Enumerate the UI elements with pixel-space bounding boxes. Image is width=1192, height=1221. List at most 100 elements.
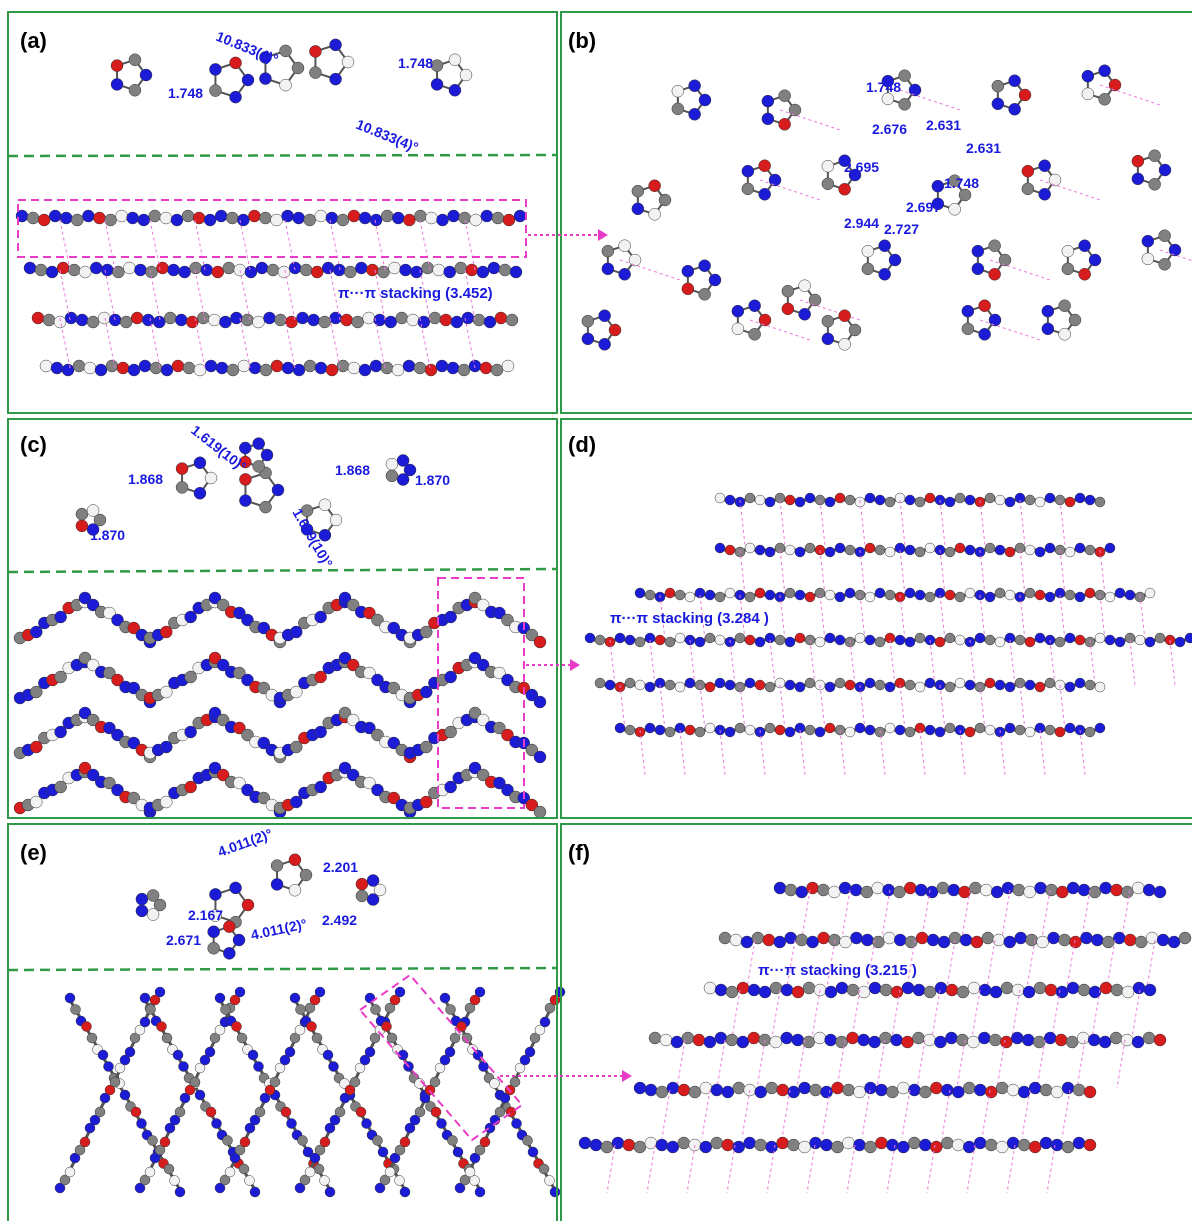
atom <box>925 678 935 688</box>
atom <box>475 1187 485 1197</box>
atom <box>1115 588 1125 598</box>
atom <box>65 312 77 324</box>
atom <box>957 986 969 998</box>
contact <box>782 1090 790 1138</box>
atom <box>43 314 55 326</box>
atom <box>176 463 188 475</box>
atom <box>915 590 925 600</box>
atom <box>365 1047 375 1057</box>
atom <box>985 635 995 645</box>
atom <box>645 723 655 733</box>
atom <box>625 725 635 735</box>
atom <box>1154 886 1166 898</box>
contact <box>980 500 985 545</box>
atom <box>120 316 132 328</box>
atom <box>835 543 845 553</box>
atom <box>237 214 249 226</box>
atom <box>685 678 695 688</box>
panel-label: (e) <box>20 840 47 865</box>
atom <box>649 208 661 220</box>
atom <box>503 214 515 226</box>
atom <box>999 254 1011 266</box>
atom <box>1105 543 1115 553</box>
atom <box>161 364 173 376</box>
distance-label: 2.697 <box>906 199 941 215</box>
atom <box>491 364 503 376</box>
contact <box>757 1040 765 1088</box>
atom <box>1067 882 1079 894</box>
atom <box>805 592 815 602</box>
contact <box>1007 1145 1015 1193</box>
atom <box>682 265 694 277</box>
distance-label: 2.631 <box>966 140 1001 156</box>
atom <box>742 165 754 177</box>
contact <box>1047 1145 1055 1193</box>
atom <box>205 1047 215 1057</box>
atom <box>326 364 338 376</box>
atom <box>821 1086 833 1098</box>
atom <box>805 543 815 553</box>
distance-label: 1.748 <box>168 85 203 101</box>
atom <box>315 987 325 997</box>
distance-label: 2.671 <box>166 932 201 948</box>
atom <box>635 637 645 647</box>
atom <box>212 266 224 278</box>
atom <box>400 264 412 276</box>
atom <box>470 214 482 226</box>
atom <box>695 637 705 647</box>
atom <box>675 633 685 643</box>
atom <box>875 495 885 505</box>
contact <box>740 550 745 595</box>
contact <box>1140 595 1145 640</box>
atom <box>915 682 925 692</box>
atom <box>400 1137 410 1147</box>
contact <box>862 1090 870 1138</box>
atom <box>1013 884 1025 896</box>
atom <box>1142 253 1154 265</box>
contact <box>330 220 340 270</box>
atom <box>969 882 981 894</box>
atom <box>248 1050 258 1060</box>
contact <box>375 220 385 270</box>
atom <box>885 723 895 733</box>
atom <box>308 314 320 326</box>
atom <box>825 1034 837 1046</box>
atom <box>205 472 217 484</box>
atom <box>635 680 645 690</box>
atom <box>715 984 727 996</box>
atom <box>1073 1084 1085 1096</box>
atom <box>134 264 146 276</box>
atom <box>1045 984 1057 996</box>
atom <box>1022 183 1034 195</box>
atom <box>965 545 975 555</box>
contact <box>940 500 945 545</box>
atom <box>111 78 123 90</box>
atom <box>194 457 206 469</box>
atom <box>1144 984 1156 996</box>
atom <box>755 545 765 555</box>
contact <box>240 220 250 270</box>
atom <box>634 1141 646 1153</box>
atom <box>490 1079 500 1089</box>
atom <box>796 934 808 946</box>
atom <box>905 727 915 737</box>
contact <box>807 1145 815 1193</box>
atom <box>1069 936 1081 948</box>
atom <box>1179 932 1191 944</box>
distance-label: 2.676 <box>872 121 907 137</box>
atom <box>722 1139 734 1151</box>
atom <box>960 934 972 946</box>
atom <box>223 1136 233 1146</box>
contact <box>1010 640 1015 685</box>
atom <box>323 1050 333 1060</box>
atom <box>249 362 261 374</box>
atom <box>175 1187 185 1197</box>
atom <box>665 727 675 737</box>
atom <box>1049 174 1061 186</box>
distance-label: 2.201 <box>323 859 358 875</box>
atom <box>95 1107 105 1117</box>
atom <box>849 324 861 336</box>
atom <box>1069 314 1081 326</box>
atom <box>136 905 148 917</box>
contact <box>680 730 685 775</box>
